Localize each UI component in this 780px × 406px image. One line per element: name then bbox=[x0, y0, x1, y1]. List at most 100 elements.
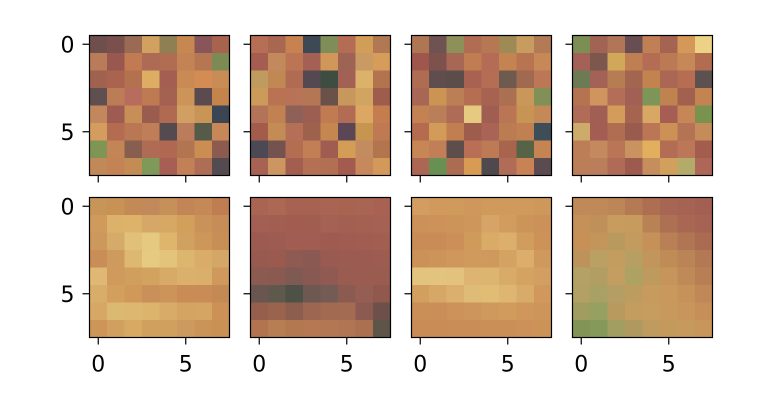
pixel-r1-c0 bbox=[572, 215, 591, 233]
pixel-r6-c3 bbox=[142, 140, 160, 159]
pixel-r6-c0 bbox=[572, 302, 591, 321]
pixel-r5-c4 bbox=[159, 285, 178, 303]
pixel-r2-c1 bbox=[590, 70, 608, 89]
pixel-r7-c1 bbox=[268, 320, 286, 338]
pixel-r3-c5 bbox=[660, 88, 678, 106]
pixel-r7-c5 bbox=[499, 158, 517, 176]
pixel-r1-c3 bbox=[303, 215, 321, 233]
pixel-r5-c6 bbox=[516, 285, 535, 303]
pixel-r3-c4 bbox=[159, 88, 178, 106]
pixel-r7-c1 bbox=[268, 158, 286, 176]
pixel-r5-c3 bbox=[142, 123, 160, 141]
pixel-r6-c5 bbox=[499, 302, 517, 321]
pixel-r7-c6 bbox=[516, 320, 535, 338]
pixel-r5-c5 bbox=[338, 123, 356, 141]
pixel-r7-c3 bbox=[625, 320, 643, 338]
pixel-r3-c0 bbox=[572, 88, 591, 106]
pixel-r3-c0 bbox=[250, 250, 269, 268]
xtick-label: 0 bbox=[574, 353, 588, 378]
pixel-r3-c6 bbox=[516, 88, 535, 106]
pixel-r6-c6 bbox=[194, 140, 213, 159]
pixel-r1-c6 bbox=[516, 53, 535, 71]
pixel-r3-c7 bbox=[212, 88, 230, 106]
pixel-r3-c5 bbox=[338, 88, 356, 106]
pixel-r2-c3 bbox=[303, 70, 321, 89]
pixel-r4-c1 bbox=[268, 105, 286, 124]
pixel-r6-c2 bbox=[446, 140, 465, 159]
pixel-r3-c1 bbox=[429, 88, 447, 106]
pixel-r4-c4 bbox=[642, 267, 661, 286]
pixel-r7-c1 bbox=[429, 320, 447, 338]
panel-frame bbox=[88, 196, 231, 339]
pixel-r0-c6 bbox=[516, 197, 535, 216]
pixel-r3-c2 bbox=[285, 250, 304, 268]
pixel-r5-c5 bbox=[177, 123, 195, 141]
pixel-r7-c4 bbox=[642, 320, 661, 338]
pixel-r7-c0 bbox=[89, 320, 108, 338]
panel-frame bbox=[88, 34, 231, 177]
pixel-r4-c6 bbox=[194, 267, 213, 286]
pixel-r4-c5 bbox=[660, 105, 678, 124]
pixel-r1-c4 bbox=[159, 215, 178, 233]
pixel-r2-c1 bbox=[268, 232, 286, 251]
pixel-r4-c1 bbox=[107, 105, 125, 124]
pixel-r4-c6 bbox=[516, 105, 535, 124]
pixel-r5-c1 bbox=[590, 123, 608, 141]
pixel-r7-c0 bbox=[250, 158, 269, 176]
pixel-r3-c5 bbox=[499, 250, 517, 268]
pixel-r1-c2 bbox=[607, 53, 626, 71]
pixel-r5-c1 bbox=[107, 123, 125, 141]
pixel-r2-c1 bbox=[429, 70, 447, 89]
pixel-r1-c7 bbox=[373, 215, 391, 233]
pixel-r2-c5 bbox=[177, 70, 195, 89]
pixel-r0-c0 bbox=[250, 35, 269, 54]
pixel-r6-c6 bbox=[355, 302, 374, 321]
pixel-r1-c0 bbox=[89, 53, 108, 71]
pixel-r4-c7 bbox=[373, 267, 391, 286]
pixel-r6-c2 bbox=[607, 140, 626, 159]
pixel-r5-c7 bbox=[373, 285, 391, 303]
pixel-r6-c0 bbox=[572, 140, 591, 159]
pixel-r0-c2 bbox=[446, 35, 465, 54]
pixel-r4-c5 bbox=[338, 105, 356, 124]
pixel-r2-c0 bbox=[411, 70, 430, 89]
pixel-r0-c1 bbox=[590, 35, 608, 54]
pixel-r0-c6 bbox=[677, 197, 696, 216]
pixel-r6-c1 bbox=[107, 302, 125, 321]
pixel-r5-c1 bbox=[429, 123, 447, 141]
pixel-r5-c0 bbox=[572, 285, 591, 303]
pixel-r1-c3 bbox=[625, 53, 643, 71]
pixel-r0-c1 bbox=[268, 197, 286, 216]
pixel-r4-c2 bbox=[607, 105, 626, 124]
pixel-r0-c7 bbox=[212, 35, 230, 54]
pixel-r3-c0 bbox=[89, 88, 108, 106]
pixel-r5-c7 bbox=[695, 123, 713, 141]
pixel-r1-c6 bbox=[194, 53, 213, 71]
pixel-r5-c4 bbox=[642, 285, 661, 303]
pixel-r5-c4 bbox=[320, 123, 339, 141]
pixel-r2-c0 bbox=[411, 232, 430, 251]
pixel-r3-c6 bbox=[355, 250, 374, 268]
pixel-r5-c4 bbox=[481, 285, 500, 303]
pixel-r4-c0 bbox=[411, 267, 430, 286]
pixel-r1-c7 bbox=[373, 53, 391, 71]
pixel-r6-c3 bbox=[303, 302, 321, 321]
pixel-r7-c2 bbox=[607, 158, 626, 176]
pixel-r1-c5 bbox=[499, 215, 517, 233]
pixel-r1-c6 bbox=[677, 53, 696, 71]
panel-4 bbox=[565, 34, 714, 183]
pixel-r3-c4 bbox=[320, 88, 339, 106]
pixel-r5-c0 bbox=[572, 123, 591, 141]
pixel-r3-c3 bbox=[464, 88, 482, 106]
pixel-r2-c6 bbox=[355, 70, 374, 89]
pixel-r1-c7 bbox=[212, 53, 230, 71]
pixel-r1-c5 bbox=[499, 53, 517, 71]
pixel-r6-c0 bbox=[89, 302, 108, 321]
pixel-r0-c1 bbox=[268, 35, 286, 54]
pixel-r1-c4 bbox=[159, 53, 178, 71]
pixel-r6-c5 bbox=[177, 302, 195, 321]
pixel-r5-c1 bbox=[107, 285, 125, 303]
pixel-r7-c3 bbox=[464, 320, 482, 338]
pixel-r7-c5 bbox=[177, 320, 195, 338]
pixel-r2-c4 bbox=[159, 70, 178, 89]
